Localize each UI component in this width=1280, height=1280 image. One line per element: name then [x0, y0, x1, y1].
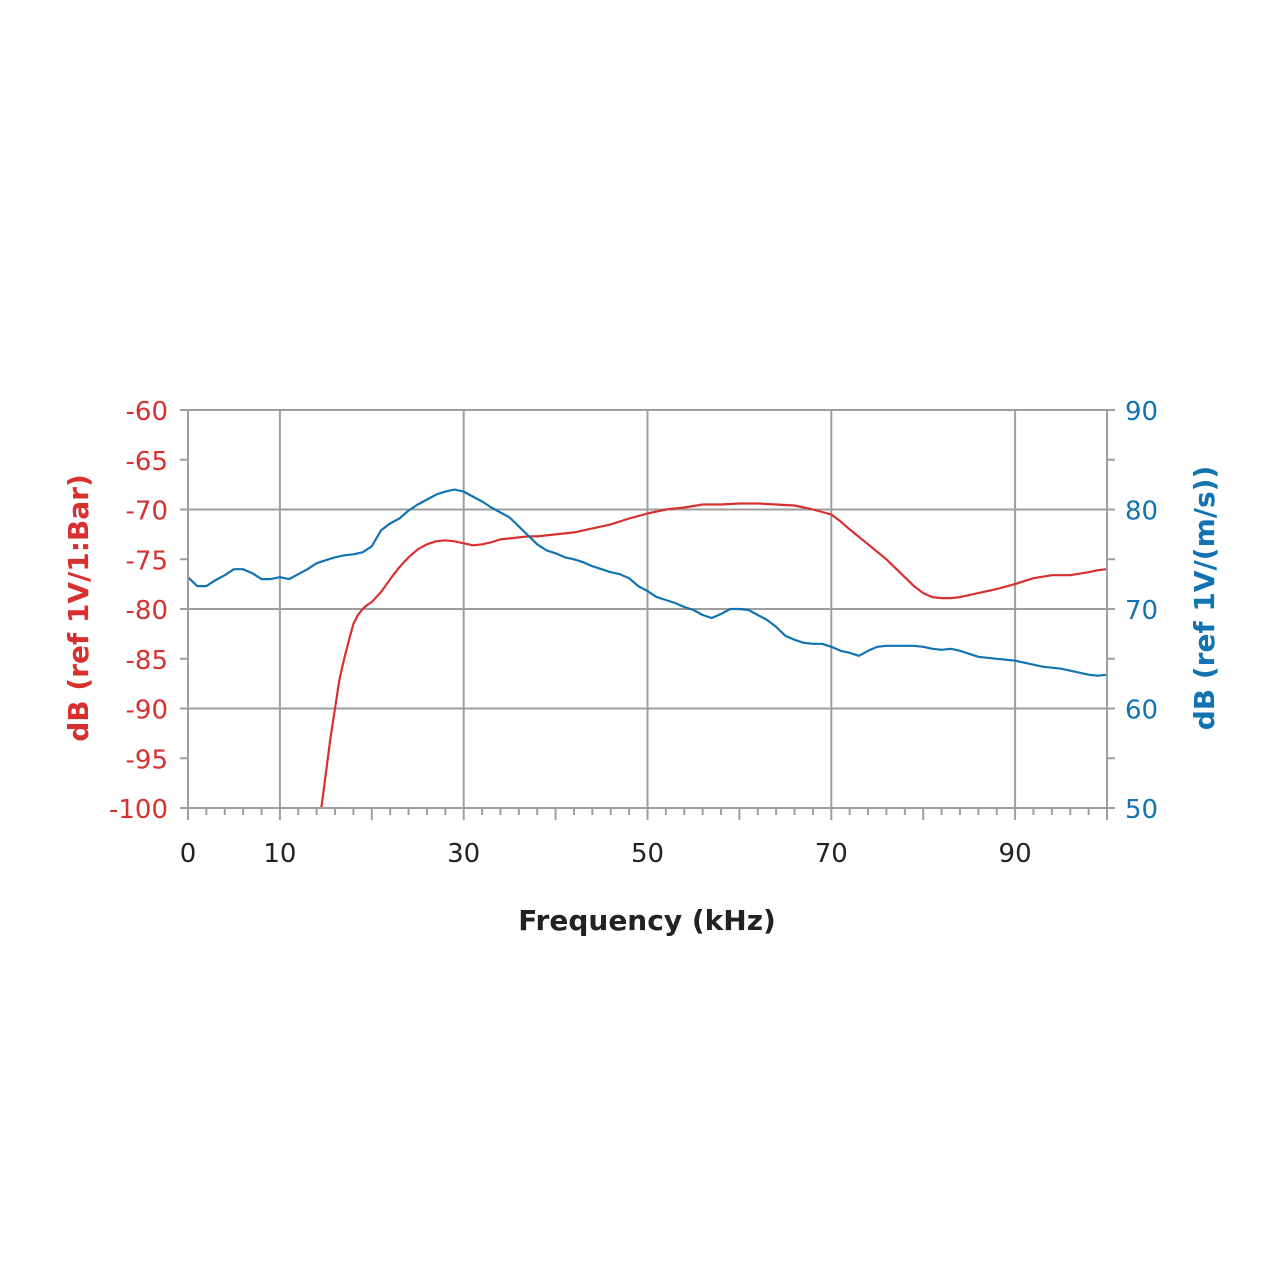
x-tick-label: 10 [263, 839, 296, 869]
right-tick-label: 90 [1125, 397, 1158, 427]
right-tick-label: 80 [1125, 497, 1158, 527]
right-tick-label: 60 [1125, 696, 1158, 726]
right-tick-label: 70 [1125, 596, 1158, 626]
left-tick-label: -85 [126, 646, 168, 676]
left-tick-label: -80 [126, 596, 168, 626]
left-tick-label: -65 [126, 447, 168, 477]
left-tick-label: -100 [109, 795, 168, 825]
x-axis-title: Frequency (kHz) [518, 904, 776, 937]
left-tick-label: -95 [126, 745, 168, 775]
series-line-left-axis [320, 502, 1108, 809]
axes [180, 409, 1115, 820]
left-tick-label: -75 [126, 546, 168, 576]
left-tick-label: -60 [126, 397, 168, 427]
series-layer [187, 488, 1108, 809]
right-tick-label: 50 [1125, 795, 1158, 825]
x-tick-label: 70 [815, 839, 848, 869]
right-y-axis-title: dB (ref 1V/(m/s)) [1188, 466, 1221, 731]
left-tick-label: -70 [126, 497, 168, 527]
grid [188, 409, 1107, 808]
x-tick-label: 30 [447, 839, 480, 869]
x-tick-label: 90 [999, 839, 1032, 869]
tick-labels: -60 -65 -70 -75 -80 -85 -90 -95 -100 90 80 70 60 50 0 1… [109, 397, 1158, 869]
series-line-right-axis [187, 488, 1108, 677]
x-tick-label: 50 [631, 839, 664, 869]
x-tick-label: 0 [180, 839, 197, 869]
left-y-axis-title: dB (ref 1V/1:Bar) [62, 474, 95, 742]
left-tick-label: -90 [126, 696, 168, 726]
